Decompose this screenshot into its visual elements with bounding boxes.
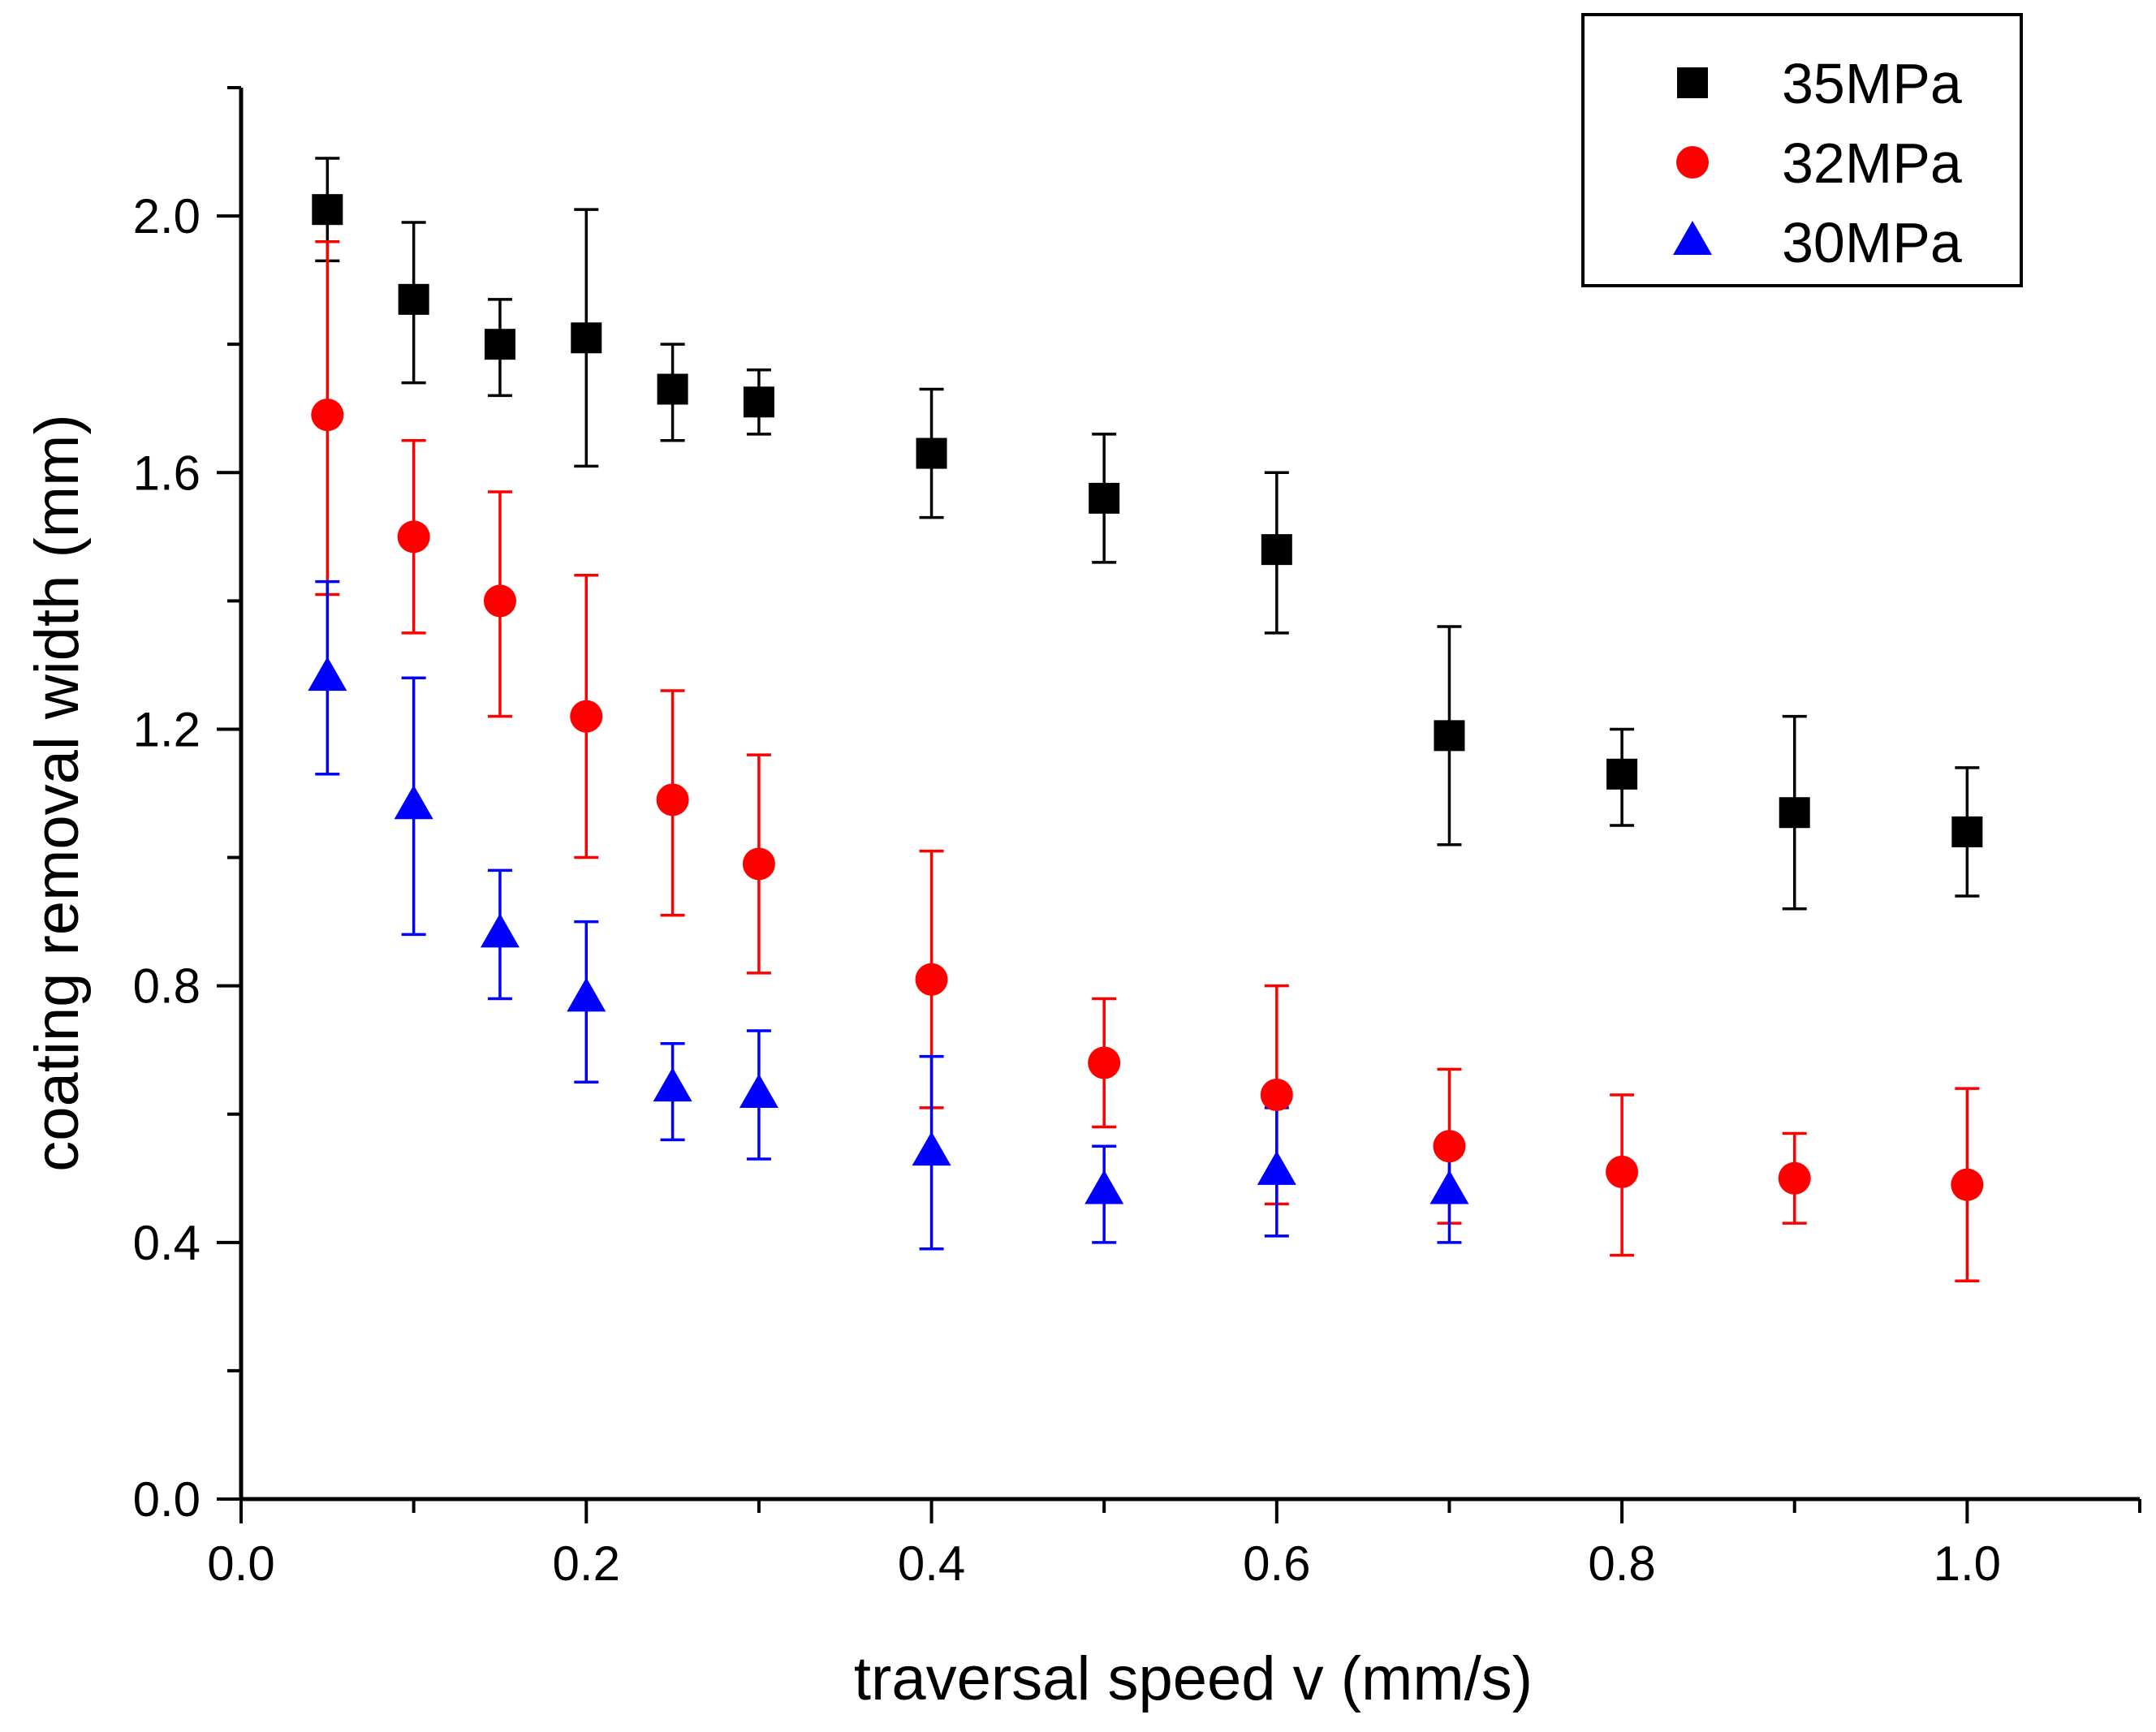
legend-marker-30mpa	[1673, 220, 1712, 255]
point-35mpa	[1951, 816, 1983, 847]
x-tick-label: 1.0	[1934, 1536, 2001, 1591]
legend-label-30mpa: 30MPa	[1782, 211, 1962, 274]
point-30mpa	[480, 913, 520, 948]
point-32mpa	[915, 963, 948, 996]
x-tick-label: 0.2	[553, 1536, 620, 1591]
point-30mpa	[1257, 1150, 1296, 1185]
point-35mpa	[398, 283, 429, 315]
point-30mpa	[1429, 1170, 1469, 1204]
x-tick-label: 0.0	[207, 1536, 274, 1591]
legend-marker-32mpa	[1676, 146, 1709, 179]
data-markers	[308, 194, 1984, 1204]
x-tick-label: 0.8	[1588, 1536, 1655, 1591]
y-axis-title: coating removal width (mm)	[23, 414, 92, 1171]
point-32mpa	[311, 399, 344, 432]
point-35mpa	[657, 373, 688, 405]
point-35mpa	[1434, 720, 1465, 752]
x-tick-label: 0.6	[1243, 1536, 1310, 1591]
point-35mpa	[484, 329, 515, 360]
y-tick-label: 0.4	[133, 1216, 201, 1270]
point-32mpa	[397, 520, 430, 554]
point-32mpa	[1606, 1155, 1639, 1188]
legend-box	[1581, 13, 2023, 287]
plot-axes: 0.0 0.2 0.4 0.6 0.8 1.0 0.0 0.4 0.8 1.2 1.6 2.0	[133, 86, 2141, 1591]
point-30mpa	[653, 1067, 692, 1102]
point-35mpa	[1779, 797, 1810, 829]
legend-label-35mpa: 35MPa	[1782, 52, 1962, 115]
point-30mpa	[567, 977, 606, 1012]
point-32mpa	[1088, 1046, 1121, 1079]
point-35mpa	[571, 322, 602, 354]
legend: 35MPa 32MPa 30MPa	[1581, 13, 2023, 287]
point-30mpa	[394, 785, 433, 820]
y-tick-label: 1.6	[133, 446, 201, 500]
point-32mpa	[1778, 1161, 1811, 1195]
point-32mpa	[483, 584, 516, 618]
point-30mpa	[912, 1131, 951, 1166]
point-32mpa	[742, 847, 775, 881]
y-tick-label: 0.0	[133, 1472, 201, 1527]
point-35mpa	[312, 194, 343, 226]
x-tick-label: 0.4	[898, 1536, 965, 1591]
point-30mpa	[308, 657, 347, 692]
y-tick-label: 2.0	[133, 189, 201, 243]
point-35mpa	[1261, 534, 1292, 566]
y-tick-label: 1.2	[133, 702, 201, 756]
point-35mpa	[743, 386, 774, 418]
point-30mpa	[739, 1073, 778, 1108]
point-35mpa	[916, 437, 947, 469]
point-32mpa	[656, 783, 689, 816]
point-32mpa	[1260, 1079, 1293, 1112]
legend-label-32mpa: 32MPa	[1782, 131, 1962, 195]
error-bars	[315, 157, 1980, 1282]
legend-marker-35mpa	[1677, 67, 1708, 98]
point-30mpa	[1084, 1170, 1124, 1204]
x-axis-title: traversal speed v (mm/s)	[854, 1644, 1533, 1713]
point-32mpa	[1433, 1130, 1466, 1163]
point-32mpa	[1951, 1168, 1984, 1201]
y-tick-label: 0.8	[133, 959, 201, 1014]
point-35mpa	[1606, 758, 1638, 790]
point-35mpa	[1089, 482, 1120, 514]
point-32mpa	[570, 700, 603, 733]
